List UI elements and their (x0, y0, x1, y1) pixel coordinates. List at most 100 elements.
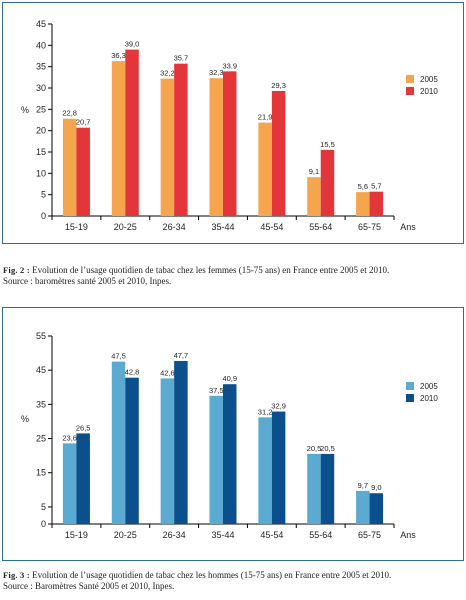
data-label: 31,2 (258, 407, 273, 416)
bar-2010-55-64 (320, 453, 335, 524)
y-tick-label: 35 (36, 62, 46, 72)
y-axis-label: % (21, 414, 29, 424)
data-label: 33.9 (222, 61, 237, 70)
data-label: 20,5 (307, 444, 322, 453)
data-label: 39,0 (125, 40, 140, 49)
bar-2010-15-19 (76, 127, 90, 216)
bar-2010-45-54 (271, 90, 286, 216)
data-label: 32,2 (160, 69, 175, 78)
bar-2005-20-25 (111, 61, 126, 217)
caption-source: Source : baromètres santé 2005 et 2010, … (3, 276, 172, 286)
data-label: 29,3 (271, 81, 286, 90)
data-label: 22,8 (62, 109, 77, 118)
y-axis-label: % (21, 105, 29, 115)
bar-2010-26-34 (174, 63, 188, 217)
bar-2005-35-44 (209, 78, 223, 216)
women-chart-panel: 0 5 10 15 20 25 30 35 40 45% 15-19 20-25 26-34 35-44 4… (2, 2, 464, 244)
y-tick-label: 45 (36, 365, 46, 375)
y-tick-label: 20 (36, 126, 46, 136)
bar-2010-35-44 (223, 71, 237, 216)
data-label: 5,6 (358, 182, 368, 191)
data-label: 32,9 (271, 402, 286, 411)
y-tick-label: 30 (36, 83, 46, 93)
bar-2005-15-19 (62, 443, 77, 524)
bar-2010-35-44 (223, 384, 237, 524)
legend-label-2010: 2010 (420, 394, 438, 403)
bar-2005-55-64 (307, 453, 321, 524)
x-tick-label: 55-64 (309, 530, 332, 540)
y-tick-label: 15 (36, 468, 46, 478)
y-tick-label: 5 (41, 190, 46, 200)
data-label: 20,7 (76, 118, 91, 127)
bar-2010-15-19 (76, 433, 90, 524)
data-label: 26,5 (76, 423, 91, 432)
men-smoking-chart: 0 5 15 25 35 45 55% 15-19 20-25 26-34 35-44 45-54 55… (21, 331, 438, 540)
data-label: 21,9 (258, 113, 273, 122)
bar-2005-65-75 (356, 192, 370, 216)
legend-swatch-2005 (406, 382, 414, 390)
x-tick-label: 45-54 (260, 222, 283, 232)
x-tick-label: 55-64 (309, 222, 332, 232)
data-label: 37,5 (209, 386, 224, 395)
data-label: 36,3 (111, 51, 126, 60)
data-label: 42,8 (125, 368, 140, 377)
data-label: 9,7 (358, 481, 368, 490)
caption-fig-label: Fig. 3 : (3, 570, 30, 580)
bar-2005-35-44 (209, 395, 223, 524)
y-tick-label: 25 (36, 434, 46, 444)
caption-source: Source : Baromètres Santé 2005 et 2010, … (3, 581, 175, 591)
bar-2010-26-34 (174, 360, 188, 524)
y-tick-label: 0 (41, 519, 46, 529)
x-tick-label: 26-34 (163, 530, 186, 540)
bar-2005-45-54 (258, 417, 272, 524)
bar-2010-20-25 (125, 377, 139, 524)
legend-swatch-2005 (406, 75, 414, 83)
data-label: 47,5 (111, 352, 126, 361)
y-tick-label: 10 (36, 168, 46, 178)
bar-2010-65-75 (369, 493, 384, 524)
bar-2010-65-75 (369, 191, 384, 216)
x-tick-label: 35-44 (211, 222, 234, 232)
data-label: 32,3 (209, 68, 224, 77)
data-label: 35.7 (174, 54, 189, 63)
y-tick-label: 55 (36, 331, 46, 341)
x-tick-label: 15-19 (65, 530, 88, 540)
bar-2005-45-54 (258, 122, 272, 216)
y-tick-label: 0 (41, 211, 46, 221)
women-smoking-chart: 0 5 10 15 20 25 30 35 40 45% 15-19 20-25 26-34 35-44 4… (21, 19, 438, 232)
bar-2005-20-25 (111, 361, 126, 524)
bar-2010-45-54 (271, 411, 286, 524)
x-axis-label: Ans (400, 530, 416, 540)
data-label: 23,6 (62, 433, 77, 442)
x-tick-label: 15-19 (65, 222, 88, 232)
data-label: 42,6 (160, 368, 175, 377)
men-chart-panel: 0 5 15 25 35 45 55% 15-19 20-25 26-34 35-44 45-54 55… (2, 307, 464, 561)
y-tick-label: 35 (36, 399, 46, 409)
x-tick-label: 65-75 (358, 530, 381, 540)
x-tick-label: 65-75 (358, 222, 381, 232)
x-tick-label: 20-25 (114, 222, 137, 232)
legend-swatch-2010 (406, 394, 414, 402)
y-tick-label: 25 (36, 104, 46, 114)
x-tick-label: 45-54 (260, 530, 283, 540)
legend-swatch-2010 (406, 87, 414, 95)
x-tick-label: 35-44 (211, 530, 234, 540)
bar-2005-15-19 (62, 118, 77, 216)
women-chart-caption: Fig. 2 : Evolution de l’usage quotidien … (3, 265, 465, 287)
caption-fig-label: Fig. 2 : (3, 265, 30, 275)
bar-2005-26-34 (160, 378, 175, 524)
y-tick-label: 45 (36, 19, 46, 29)
data-label: 5,7 (371, 182, 381, 191)
caption-text: Evolution de l’usage quotidien de tabac … (32, 570, 392, 580)
data-label: 40,9 (222, 374, 237, 383)
legend-label-2005: 2005 (420, 382, 438, 391)
bar-2010-20-25 (125, 49, 139, 216)
data-label: 47,7 (174, 351, 189, 360)
x-tick-label: 20-25 (114, 530, 137, 540)
legend-label-2005: 2005 (420, 75, 438, 84)
data-label: 9,0 (371, 483, 381, 492)
data-label: 9,1 (309, 167, 319, 176)
caption-text: Evolution de l’usage quotidien de tabac … (32, 265, 390, 275)
men-chart-caption: Fig. 3 : Evolution de l’usage quotidien … (3, 570, 465, 592)
data-label: 20,5 (320, 444, 335, 453)
